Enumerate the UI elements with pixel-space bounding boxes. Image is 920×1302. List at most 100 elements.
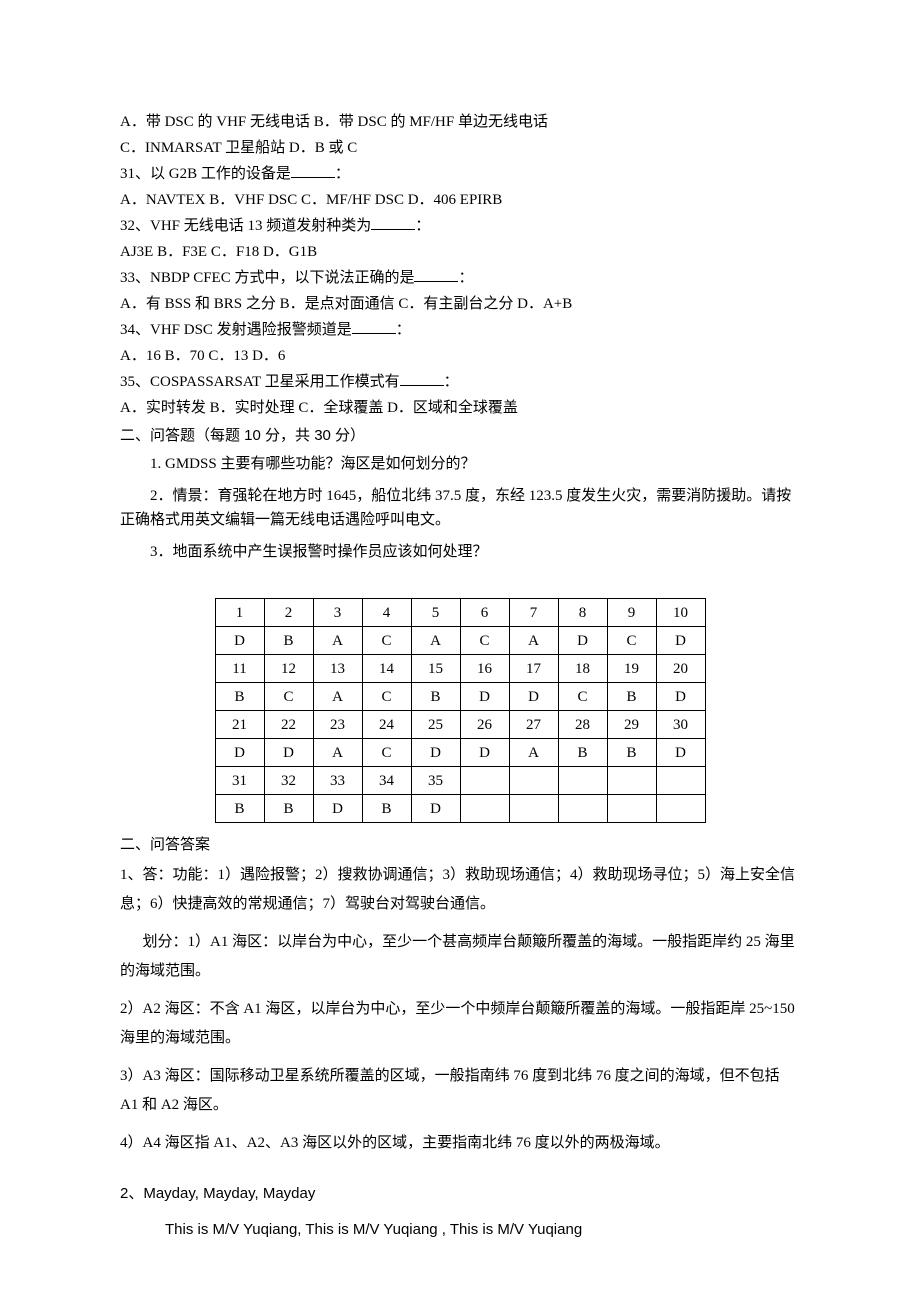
table-row: DBACACADCD	[215, 627, 705, 655]
q33-options: A．有 BSS 和 BRS 之分 B．是点对面通信 C．有主副台之分 D．A+B	[120, 292, 800, 316]
table-cell: C	[362, 683, 411, 711]
table-cell: B	[215, 795, 264, 823]
answer-key-table: 12345678910DBACACADCD1112131415161718192…	[215, 598, 706, 823]
table-cell: D	[460, 683, 509, 711]
q35-options: A．实时转发 B．实时处理 C．全球覆盖 D．区域和全球覆盖	[120, 396, 800, 420]
table-cell: A	[313, 627, 362, 655]
table-cell: 4	[362, 599, 411, 627]
table-cell: C	[607, 627, 656, 655]
table-cell: 24	[362, 711, 411, 739]
table-cell: 17	[509, 655, 558, 683]
table-cell: 29	[607, 711, 656, 739]
table-cell	[460, 767, 509, 795]
table-cell: 31	[215, 767, 264, 795]
q34-stem-pre: 34、VHF DSC 发射遇险报警频道是	[120, 322, 352, 338]
answer1-a2: 2）A2 海区：不含 A1 海区，以岸台为中心，至少一个中频岸台颠簸所覆盖的海域…	[120, 995, 800, 1052]
table-cell: 6	[460, 599, 509, 627]
q35-stem: 35、COSPASSARSAT 卫星采用工作模式有 ：	[120, 370, 800, 394]
answer1-a4: 4）A4 海区指 A1、A2、A3 海区以外的区域，主要指南北纬 76 度以外的…	[120, 1129, 800, 1158]
table-cell: B	[362, 795, 411, 823]
q34-stem: 34、VHF DSC 发射遇险报警频道是 ：	[120, 318, 800, 342]
blank-icon	[371, 217, 415, 231]
answer2-l1: 2、Mayday, Mayday, Mayday	[120, 1180, 800, 1209]
q32-stem-pre: 32、VHF 无线电话 13 频道发射种类为	[120, 218, 371, 234]
table-row: 12345678910	[215, 599, 705, 627]
table-cell: 5	[411, 599, 460, 627]
q32-stem: 32、VHF 无线电话 13 频道发射种类为：	[120, 214, 800, 238]
table-cell: 19	[607, 655, 656, 683]
essay-q2: 2．情景：育强轮在地方时 1645，船位北纬 37.5 度，东经 123.5 度…	[120, 484, 800, 532]
table-row: 11121314151617181920	[215, 655, 705, 683]
essay-q1: 1. GMDSS 主要有哪些功能？海区是如何划分的？	[120, 452, 800, 476]
table-cell: 20	[656, 655, 705, 683]
table-cell: D	[509, 683, 558, 711]
q30-option-cd: C．INMARSAT 卫星船站 D．B 或 C	[120, 136, 800, 160]
table-cell	[509, 795, 558, 823]
table-cell	[656, 795, 705, 823]
table-row: 3132333435	[215, 767, 705, 795]
table-row: BCACBDDCBD	[215, 683, 705, 711]
table-cell: A	[313, 683, 362, 711]
table-row: 21222324252627282930	[215, 711, 705, 739]
table-cell: B	[264, 627, 313, 655]
table-row: DDACDDABBD	[215, 739, 705, 767]
table-cell: D	[215, 739, 264, 767]
answers-heading: 二、问答答案	[120, 833, 800, 857]
table-cell: C	[264, 683, 313, 711]
table-cell: 26	[460, 711, 509, 739]
q35-stem-post: ：	[444, 374, 459, 390]
table-cell	[509, 767, 558, 795]
answer1-a1: 划分：1）A1 海区：以岸台为中心，至少一个甚高频岸台颠簸所覆盖的海域。一般指距…	[120, 928, 800, 985]
table-cell: 33	[313, 767, 362, 795]
table-cell: 25	[411, 711, 460, 739]
table-cell	[607, 767, 656, 795]
q30-option-ab: A．带 DSC 的 VHF 无线电话 B．带 DSC 的 MF/HF 单边无线电…	[120, 110, 800, 134]
table-cell: A	[509, 627, 558, 655]
table-cell: 35	[411, 767, 460, 795]
blank-icon	[400, 373, 444, 387]
table-cell: 18	[558, 655, 607, 683]
q34-options: A．16 B．70 C．13 D．6	[120, 344, 800, 368]
table-cell: 21	[215, 711, 264, 739]
table-cell: D	[411, 739, 460, 767]
q32-options: AJ3E B．F3E C．F18 D．G1B	[120, 240, 800, 264]
table-cell: D	[313, 795, 362, 823]
table-cell: 13	[313, 655, 362, 683]
table-cell	[558, 795, 607, 823]
table-cell: 1	[215, 599, 264, 627]
answer2-l2: This is M/V Yuqiang, This is M/V Yuqiang…	[120, 1218, 800, 1242]
table-cell: B	[411, 683, 460, 711]
table-cell: 27	[509, 711, 558, 739]
table-cell: D	[656, 627, 705, 655]
table-cell: 7	[509, 599, 558, 627]
blank-icon	[291, 165, 335, 179]
table-cell: 14	[362, 655, 411, 683]
table-cell: 34	[362, 767, 411, 795]
table-cell: 8	[558, 599, 607, 627]
table-cell: A	[411, 627, 460, 655]
table-cell: 15	[411, 655, 460, 683]
table-cell: D	[460, 739, 509, 767]
q31-stem: 31、以 G2B 工作的设备是：	[120, 162, 800, 186]
table-cell: 12	[264, 655, 313, 683]
essay-q3: 3．地面系统中产生误报警时操作员应该如何处理？	[120, 540, 800, 564]
table-cell: D	[656, 739, 705, 767]
table-cell: 22	[264, 711, 313, 739]
q35-stem-pre: 35、COSPASSARSAT 卫星采用工作模式有	[120, 374, 400, 390]
q34-stem-post: ：	[396, 322, 411, 338]
table-cell: A	[509, 739, 558, 767]
q31-options: A．NAVTEX B．VHF DSC C．MF/HF DSC D．406 EPI…	[120, 188, 800, 212]
table-cell	[656, 767, 705, 795]
table-cell: C	[362, 739, 411, 767]
table-cell: 11	[215, 655, 264, 683]
table-cell: D	[411, 795, 460, 823]
table-cell	[460, 795, 509, 823]
table-cell	[558, 767, 607, 795]
blank-icon	[414, 269, 458, 283]
table-cell: 9	[607, 599, 656, 627]
table-cell: 3	[313, 599, 362, 627]
table-cell	[607, 795, 656, 823]
table-cell: D	[558, 627, 607, 655]
table-cell: 30	[656, 711, 705, 739]
table-cell: B	[264, 795, 313, 823]
